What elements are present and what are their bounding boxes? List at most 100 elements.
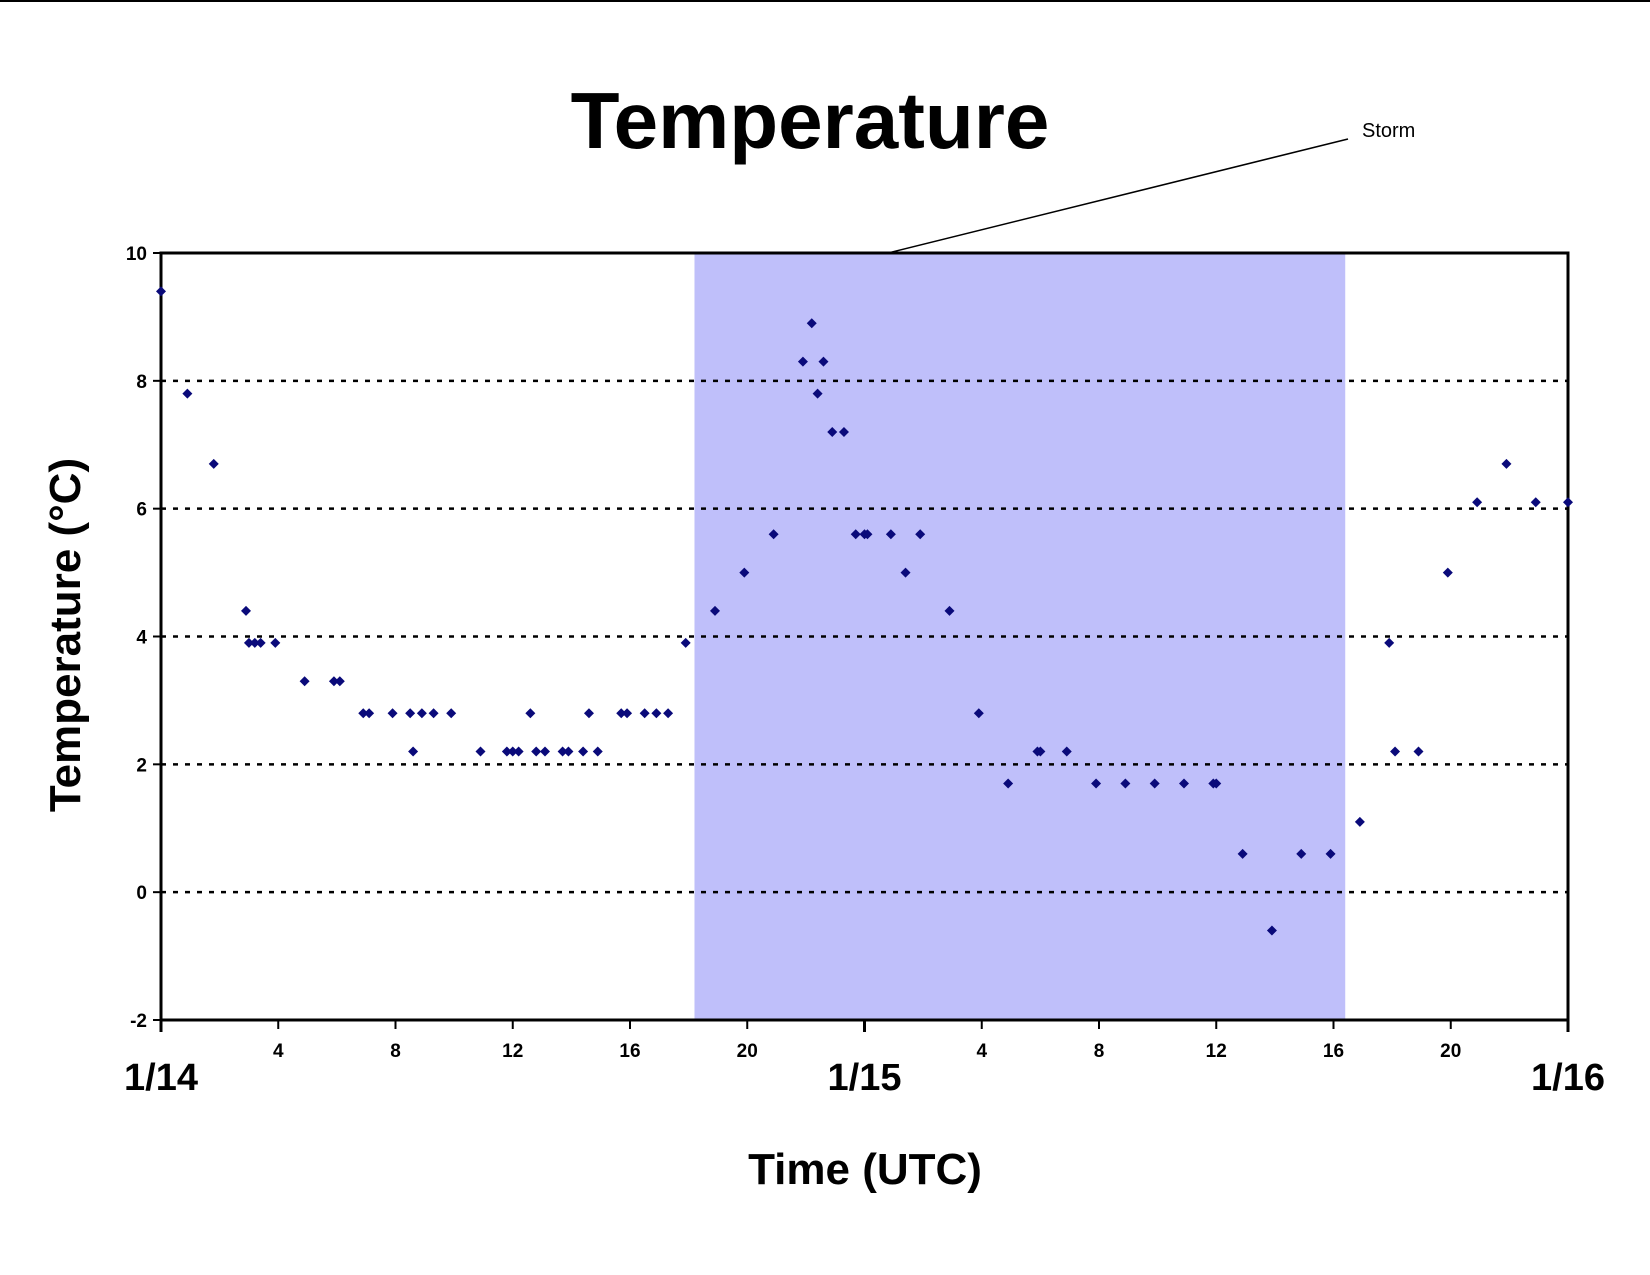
data-point (616, 708, 627, 719)
day-label: 1/16 (1531, 1057, 1605, 1099)
data-point (1390, 746, 1401, 757)
x-tick-label: 12 (502, 1041, 523, 1062)
data-point (592, 746, 603, 757)
data-point (973, 708, 984, 719)
data-points (156, 286, 1573, 936)
y-axis-ticks: -2 0 2 4 6 8 10 (126, 244, 161, 1032)
data-point (539, 746, 550, 757)
x-tick-label: 8 (390, 1041, 401, 1062)
storm-annotation-line (887, 138, 1349, 254)
data-point (797, 356, 808, 367)
data-point (156, 286, 166, 297)
data-point (885, 529, 896, 540)
data-point (900, 567, 911, 578)
data-point (501, 746, 512, 757)
data-point (387, 708, 398, 719)
data-point (850, 529, 861, 540)
y-tick-label: 0 (136, 883, 147, 904)
data-point (862, 529, 873, 540)
data-point (243, 637, 254, 648)
data-point (1179, 778, 1190, 789)
data-point (1413, 746, 1424, 757)
y-tick-label: 6 (136, 500, 147, 521)
data-point (1472, 497, 1483, 508)
data-point (622, 708, 633, 719)
y-axis-label: Temperature (°C) (41, 458, 90, 812)
data-point (1325, 848, 1336, 859)
data-point (651, 708, 662, 719)
data-point (328, 676, 339, 687)
x-tick-label: 20 (737, 1041, 758, 1062)
data-point (182, 388, 193, 399)
data-point (739, 567, 750, 578)
data-point (334, 676, 345, 687)
data-point (944, 605, 955, 616)
data-point (1296, 848, 1307, 859)
data-point (1211, 778, 1222, 789)
data-point (1237, 848, 1248, 859)
day-label: 1/14 (124, 1057, 198, 1099)
data-point (525, 708, 536, 719)
data-point (513, 746, 524, 757)
chart-title: Temperature (571, 76, 1050, 165)
x-tick-label: 8 (1094, 1041, 1105, 1062)
y-tick-label: 10 (126, 244, 147, 265)
data-point (1501, 458, 1512, 469)
data-point (1003, 778, 1014, 789)
data-point (818, 356, 829, 367)
data-point (639, 708, 650, 719)
x-tick-label: 12 (1206, 1041, 1227, 1062)
data-point (1091, 778, 1102, 789)
data-point (408, 746, 419, 757)
data-point (299, 676, 310, 687)
data-point (255, 637, 266, 648)
data-point (563, 746, 574, 757)
data-point (680, 637, 691, 648)
data-point (1530, 497, 1541, 508)
data-point (578, 746, 589, 757)
data-point (1384, 637, 1395, 648)
y-tick-label: 2 (136, 755, 147, 776)
data-point (557, 746, 568, 757)
x-tick-label: 16 (619, 1041, 640, 1062)
x-tick-label: 4 (976, 1041, 987, 1062)
x-tick-label: 16 (1323, 1041, 1344, 1062)
data-point (827, 426, 838, 437)
data-point (208, 458, 219, 469)
data-point (1035, 746, 1046, 757)
x-tick-label: 4 (273, 1041, 284, 1062)
top-border-line (0, 0, 1650, 2)
data-point (838, 426, 849, 437)
data-point (507, 746, 518, 757)
data-point (1266, 925, 1277, 936)
data-point (806, 318, 817, 329)
data-point (812, 388, 823, 399)
data-point (1061, 746, 1072, 757)
data-point (475, 746, 486, 757)
day-label: 1/15 (828, 1057, 902, 1099)
x-axis-label: Time (UTC) (748, 1145, 982, 1194)
data-point (1563, 497, 1573, 508)
x-axis-ticks: 4 8 12 16 20 4 8 12 16 20 1/14 1/15 1/16 (124, 1020, 1605, 1099)
data-point (710, 605, 721, 616)
y-tick-label: 8 (136, 372, 147, 393)
data-point (915, 529, 926, 540)
data-point (663, 708, 674, 719)
y-tick-label: 4 (136, 628, 147, 649)
data-point (1442, 567, 1453, 578)
data-point (358, 708, 369, 719)
data-point (270, 637, 281, 648)
data-point (1149, 778, 1160, 789)
y-tick-label: -2 (130, 1011, 147, 1032)
data-point (583, 708, 594, 719)
data-point (249, 637, 260, 648)
data-point (364, 708, 375, 719)
data-point (531, 746, 542, 757)
data-point (1354, 816, 1365, 827)
data-point (416, 708, 427, 719)
data-point (405, 708, 416, 719)
data-point (446, 708, 457, 719)
data-point (241, 605, 252, 616)
x-tick-label: 20 (1440, 1041, 1461, 1062)
